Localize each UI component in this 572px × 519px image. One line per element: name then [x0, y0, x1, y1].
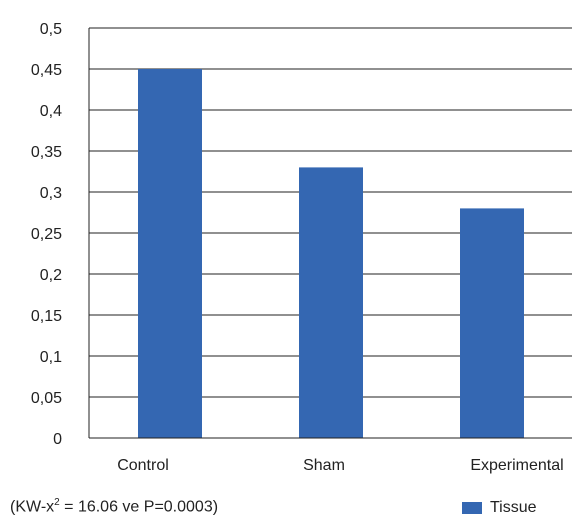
y-tick-label: 0,15 [31, 308, 62, 325]
y-tick-label: 0,25 [31, 226, 62, 243]
legend: Tissue [462, 499, 537, 517]
y-tick-label: 0,2 [40, 267, 62, 284]
y-tick-label: 0,05 [31, 390, 62, 407]
legend-label-tissue: Tissue [490, 499, 537, 516]
bar-sham [299, 167, 363, 438]
y-tick-labels: 0 0,05 0,1 0,15 0,2 0,25 0,3 0,35 0,4 0,45 0,5 [31, 21, 62, 448]
y-tick-label: 0,45 [31, 62, 62, 79]
y-tick-label: 0,5 [40, 21, 62, 38]
bar-experimental [460, 208, 524, 438]
footnote-prefix: (KW-x [10, 498, 55, 516]
x-category-label: Sham [303, 457, 345, 474]
x-category-labels: Control Sham Experimental [117, 457, 563, 474]
bar-control [138, 69, 202, 438]
bars [138, 69, 524, 438]
axes [88, 28, 572, 439]
statistics-footnote: (KW-x2 = 16.06 ve P=0.0003) [10, 497, 218, 516]
footnote-superscript: 2 [54, 497, 60, 508]
footnote-suffix: = 16.06 ve P=0.0003) [59, 498, 219, 516]
y-tick-label: 0,3 [40, 185, 62, 202]
legend-swatch-tissue [462, 502, 482, 514]
y-tick-label: 0,1 [40, 349, 62, 366]
x-category-label: Experimental [470, 457, 563, 474]
y-tick-label: 0,4 [40, 103, 62, 120]
y-tick-label: 0,35 [31, 144, 62, 161]
y-tick-label: 0 [53, 431, 62, 448]
x-category-label: Control [117, 457, 169, 474]
